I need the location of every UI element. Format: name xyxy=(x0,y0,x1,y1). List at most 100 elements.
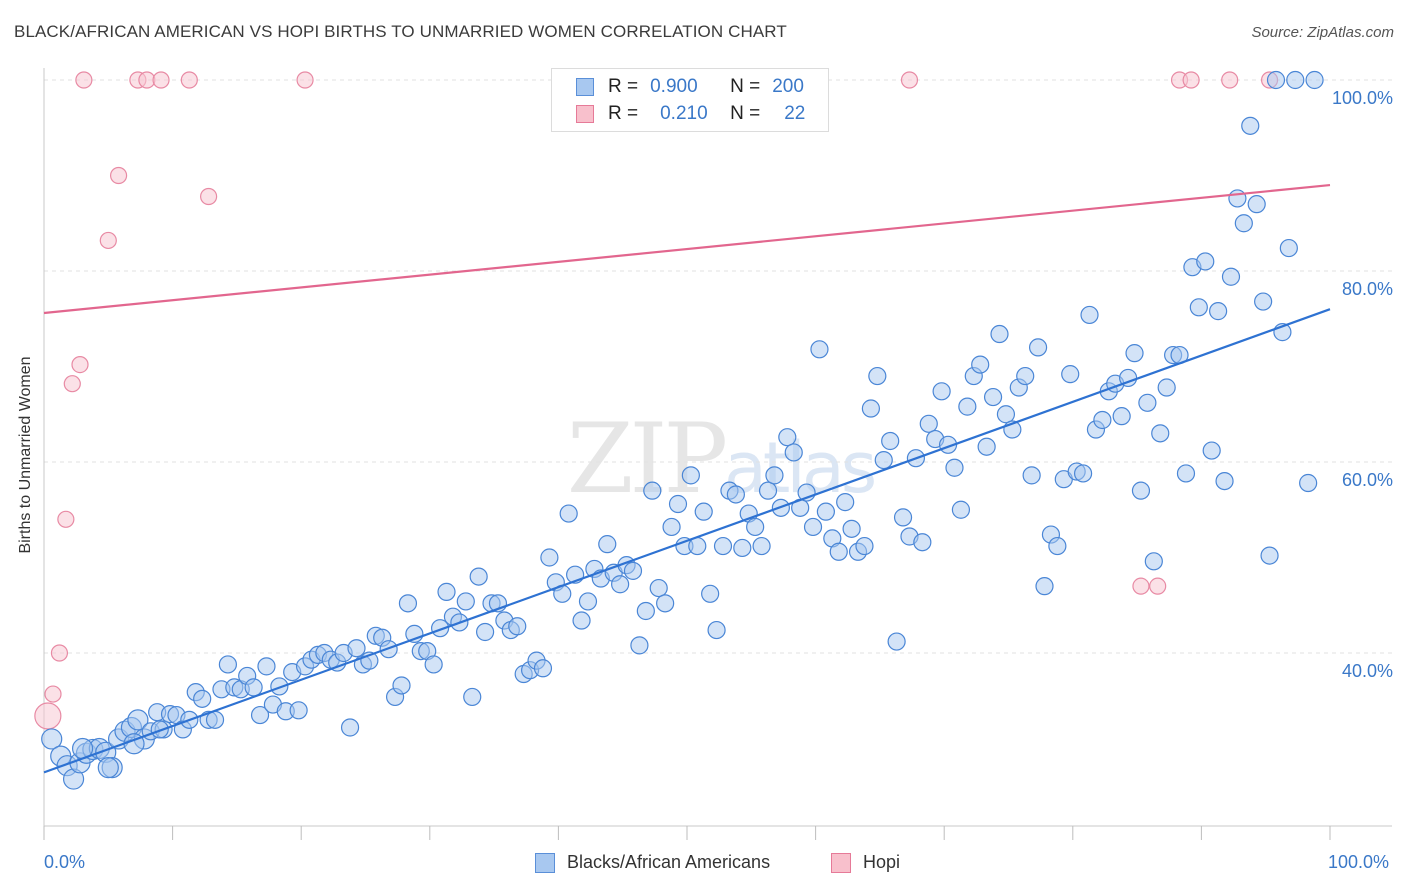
x-tick-label-min: 0.0% xyxy=(44,852,86,872)
y-tick-label: 80.0% xyxy=(1342,279,1393,299)
legend-row-blacks: R = 0.900 N = 200 xyxy=(576,75,804,99)
blacks-point xyxy=(971,355,990,374)
blacks-point xyxy=(540,548,559,567)
blacks-point xyxy=(996,405,1016,424)
watermark-zip: ZIP xyxy=(567,403,726,515)
blacks-point xyxy=(289,701,308,720)
blacks-point xyxy=(1215,472,1234,491)
blacks-point xyxy=(193,689,212,708)
blacks-point xyxy=(887,632,906,651)
hopi-point xyxy=(34,702,62,730)
blacks-point xyxy=(1144,552,1163,571)
blacks-point xyxy=(1028,338,1048,357)
hopi-point xyxy=(900,71,919,89)
blacks-point xyxy=(636,601,655,621)
blacks-point xyxy=(630,636,649,655)
blacks-point xyxy=(752,536,771,556)
blacks-point xyxy=(611,575,630,594)
hopi-point xyxy=(200,187,218,206)
blacks-point xyxy=(257,657,276,676)
blacks-point xyxy=(340,718,360,737)
hopi-point xyxy=(180,71,198,89)
series-label: Hopi xyxy=(863,852,901,872)
blacks-point xyxy=(701,584,720,603)
legend-row-hopi: R = 0.210 N = 22 xyxy=(576,102,805,126)
blacks-point xyxy=(1279,238,1298,258)
blacks-point xyxy=(1016,366,1035,386)
blacks-point xyxy=(1254,292,1273,311)
blacks-point xyxy=(656,594,675,613)
blacks-point xyxy=(810,340,829,359)
hopi-point xyxy=(152,71,170,89)
blacks-point xyxy=(392,676,411,695)
legend-r-value: 0.900 xyxy=(650,76,698,97)
blacks-point xyxy=(1061,365,1080,384)
blacks-point xyxy=(1241,116,1260,135)
blacks-point xyxy=(508,617,527,636)
blacks-point xyxy=(1131,481,1151,500)
legend-n-value: 200 xyxy=(772,76,804,97)
watermark: ZIPatlas xyxy=(567,403,875,515)
blacks-trend-line xyxy=(43,308,1331,774)
blacks-point xyxy=(559,504,578,523)
y-tick-label: 100.0% xyxy=(1332,88,1393,108)
blacks-point xyxy=(681,466,700,485)
blacks-point xyxy=(816,502,835,521)
blacks-point xyxy=(1196,252,1215,271)
blacks-point xyxy=(475,622,495,642)
hopi-point xyxy=(99,231,117,250)
blacks-point xyxy=(1209,302,1228,321)
hopi-point xyxy=(1221,71,1239,89)
legend-n-label: N = xyxy=(730,103,761,124)
x-tick-label-max: 100.0% xyxy=(1328,852,1390,872)
series-legend-item-hopi[interactable]: Hopi xyxy=(831,852,900,873)
blacks-point xyxy=(977,437,996,456)
blacks-point xyxy=(855,536,874,556)
blacks-point xyxy=(784,443,803,462)
series-legend-item-blacks[interactable]: Blacks/African Americans xyxy=(535,852,770,873)
blacks-point xyxy=(649,578,668,598)
blacks-point xyxy=(990,324,1009,344)
legend-n-label: N = xyxy=(730,76,761,97)
blacks-point xyxy=(1228,189,1247,208)
blacks-point xyxy=(578,592,598,611)
blacks-point xyxy=(1151,424,1170,443)
blacks-point xyxy=(726,485,745,504)
hopi-point xyxy=(57,510,75,528)
blacks-point xyxy=(643,481,662,500)
blacks-point xyxy=(1048,536,1067,556)
hopi-trend-line xyxy=(43,183,1331,315)
blacks-point xyxy=(244,678,263,697)
blacks-point xyxy=(803,517,823,537)
blacks-point xyxy=(868,366,887,386)
blacks-point xyxy=(1035,577,1054,596)
blacks-point xyxy=(765,466,784,485)
blacks-point xyxy=(456,592,475,611)
blacks-point xyxy=(836,493,855,512)
blacks-point xyxy=(861,399,880,418)
hopi-point xyxy=(75,71,93,89)
blacks-point xyxy=(150,720,169,739)
hopi-point xyxy=(50,644,69,662)
blacks-point xyxy=(746,517,765,537)
blacks-point xyxy=(623,561,643,580)
hopi-point xyxy=(1149,577,1167,595)
legend-r-label: R = xyxy=(608,76,639,97)
blacks-point xyxy=(270,677,289,696)
series-swatch-pink xyxy=(831,852,851,873)
blacks-point xyxy=(598,535,617,554)
blacks-point xyxy=(874,450,893,470)
blacks-point xyxy=(662,517,681,537)
blacks-point xyxy=(218,655,237,674)
blacks-point xyxy=(758,481,778,500)
blacks-point xyxy=(893,508,913,527)
blacks-point xyxy=(1202,441,1221,460)
legend-swatch-pink xyxy=(576,105,594,123)
blacks-point xyxy=(733,538,752,558)
series-label: Blacks/African Americans xyxy=(567,852,771,872)
chart-title: BLACK/AFRICAN AMERICAN VS HOPI BIRTHS TO… xyxy=(14,22,787,41)
blacks-point xyxy=(424,655,443,674)
blacks-point xyxy=(250,705,270,725)
hopi-point xyxy=(63,375,81,393)
